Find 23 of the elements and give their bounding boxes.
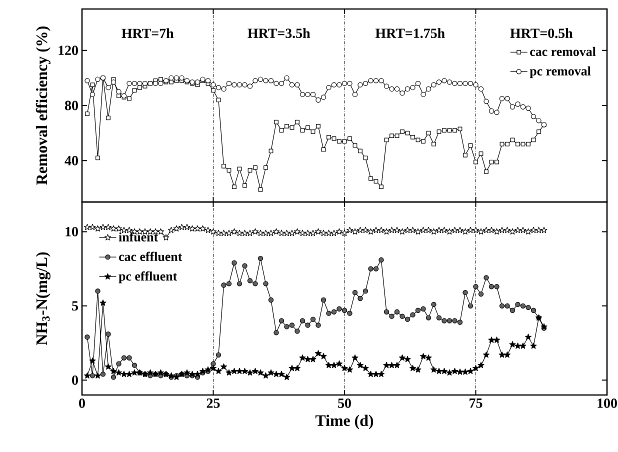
legend-label: cac removal [530, 46, 596, 56]
annotation: HRT=3.5h [248, 28, 310, 38]
x-tick-label: 100 [598, 398, 617, 408]
x-tick-label: 75 [470, 398, 482, 408]
annotation: HRT=7h [122, 28, 174, 38]
y-axis-title: Removal efficiency (%) [36, 26, 50, 185]
legend-label: cac effluent [118, 252, 182, 262]
y-tick-label: 40 [64, 156, 78, 166]
legend-label: pc removal [530, 66, 591, 78]
x-tick-label: 0 [79, 398, 85, 408]
y-tick-label: 120 [58, 46, 78, 56]
y-tick-label: 0 [72, 375, 78, 385]
y-tick-label: 10 [66, 226, 78, 236]
legend-label: infuent [118, 232, 158, 242]
y-axis-title: NH$_{3}$-N(mg/L) [36, 252, 50, 346]
y-tick-label: 5 [72, 301, 78, 311]
x-tick-label: 25 [206, 398, 220, 408]
annotation: HRT=1.75h [375, 28, 445, 38]
x-axis-title: Time (d) [315, 414, 374, 430]
annotation: HRT=0.5h [510, 28, 573, 38]
y-tick-label: 80 [65, 100, 78, 110]
x-tick-label: 50 [338, 398, 351, 408]
legend-label: pc effluent [118, 271, 178, 284]
